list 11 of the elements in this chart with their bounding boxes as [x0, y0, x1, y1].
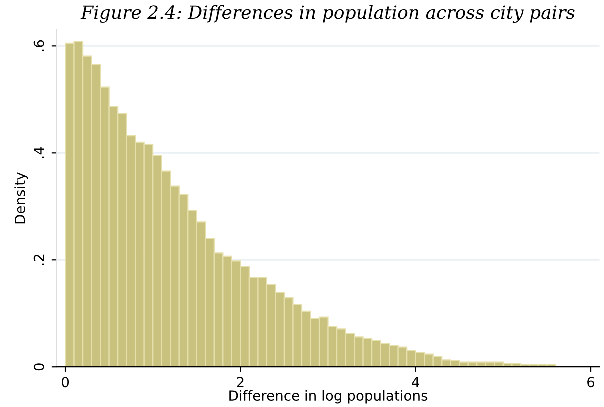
chart-title: Figure 2.4: Differences in population across city pairs: [80, 5, 575, 24]
y-axis-title: Density: [14, 172, 28, 224]
x-tick-label: 0: [62, 377, 70, 388]
y-tick-label: .2: [34, 254, 44, 266]
x-axis-title: Difference in log populations: [230, 390, 428, 404]
x-tick-label: 4: [412, 377, 420, 388]
y-tick-label: 0: [34, 364, 44, 371]
x-tick-label: 2: [237, 377, 244, 388]
y-tick-label: .4: [34, 147, 44, 158]
x-tick-label: 6: [588, 377, 595, 388]
y-tick-label: .6: [34, 40, 44, 52]
